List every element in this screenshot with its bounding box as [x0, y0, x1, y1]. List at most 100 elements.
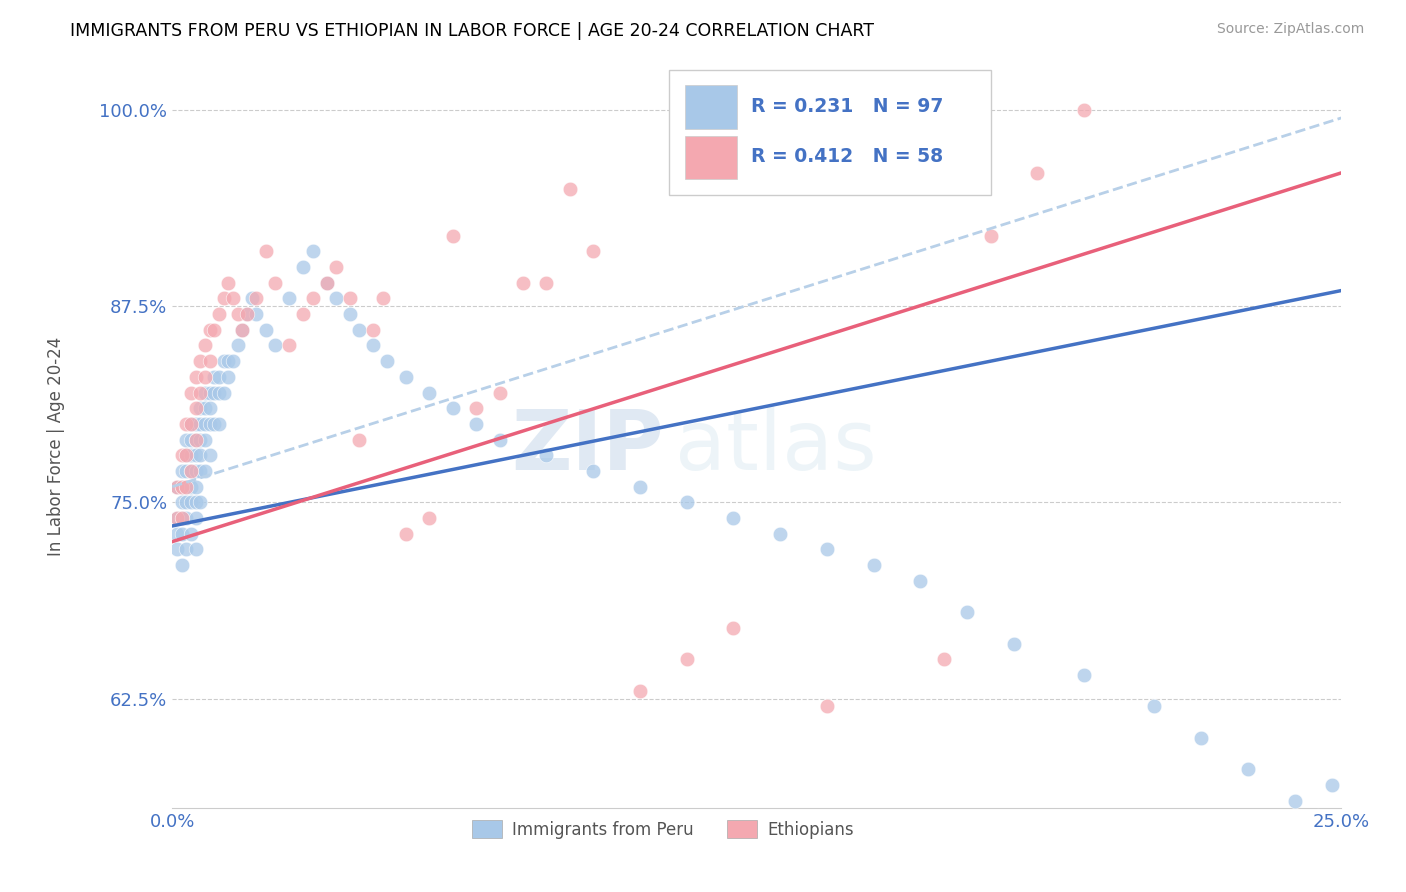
Point	[188, 401, 211, 416]
Point	[1143, 699, 1166, 714]
Point	[226, 338, 249, 352]
Point	[188, 464, 211, 478]
Point	[240, 292, 263, 306]
Text: Source: ZipAtlas.com: Source: ZipAtlas.com	[1216, 22, 1364, 37]
FancyBboxPatch shape	[686, 86, 737, 129]
Point	[194, 369, 217, 384]
Point	[418, 385, 440, 400]
Point	[488, 385, 510, 400]
Point	[723, 511, 745, 525]
Point	[349, 323, 371, 337]
Point	[166, 480, 188, 494]
Point	[170, 495, 193, 509]
Point	[180, 480, 202, 494]
Point	[488, 433, 510, 447]
Point	[231, 323, 253, 337]
Point	[194, 338, 217, 352]
Point	[512, 276, 534, 290]
Point	[236, 307, 259, 321]
Text: In Labor Force | Age 20-24: In Labor Force | Age 20-24	[48, 336, 65, 556]
Point	[174, 464, 197, 478]
Point	[188, 495, 211, 509]
FancyBboxPatch shape	[669, 70, 991, 194]
Point	[174, 448, 197, 462]
Point	[558, 181, 581, 195]
Point	[325, 260, 347, 274]
Point	[202, 417, 225, 431]
Point	[194, 464, 217, 478]
Point	[198, 401, 221, 416]
Point	[174, 480, 197, 494]
Text: ZIP: ZIP	[510, 407, 664, 487]
Point	[174, 511, 197, 525]
Point	[166, 511, 188, 525]
Point	[339, 307, 361, 321]
Point	[325, 292, 347, 306]
Point	[395, 526, 418, 541]
Point	[184, 433, 207, 447]
Point	[166, 542, 188, 557]
Point	[212, 292, 235, 306]
Point	[170, 511, 193, 525]
Point	[910, 574, 932, 588]
Point	[418, 511, 440, 525]
Point	[301, 244, 323, 259]
Point	[198, 354, 221, 368]
Point	[188, 385, 211, 400]
Point	[180, 526, 202, 541]
Point	[1306, 809, 1329, 823]
Point	[166, 511, 188, 525]
Point	[956, 605, 979, 619]
FancyBboxPatch shape	[686, 136, 737, 179]
Point	[184, 480, 207, 494]
Point	[180, 417, 202, 431]
Point	[170, 464, 193, 478]
Point	[226, 307, 249, 321]
Point	[254, 244, 277, 259]
Point	[170, 511, 193, 525]
Point	[208, 369, 231, 384]
Point	[166, 480, 188, 494]
Point	[301, 292, 323, 306]
Point	[349, 433, 371, 447]
Point	[1073, 103, 1095, 117]
Point	[170, 448, 193, 462]
Point	[184, 401, 207, 416]
Text: IMMIGRANTS FROM PERU VS ETHIOPIAN IN LABOR FORCE | AGE 20-24 CORRELATION CHART: IMMIGRANTS FROM PERU VS ETHIOPIAN IN LAB…	[70, 22, 875, 40]
Point	[184, 495, 207, 509]
Text: atlas: atlas	[675, 407, 877, 487]
Point	[217, 354, 239, 368]
Text: R = 0.231   N = 97: R = 0.231 N = 97	[751, 97, 943, 116]
Text: R = 0.412   N = 58: R = 0.412 N = 58	[751, 147, 943, 166]
Point	[180, 448, 202, 462]
Point	[194, 401, 217, 416]
Point	[723, 621, 745, 635]
Point	[174, 480, 197, 494]
Point	[208, 417, 231, 431]
Point	[315, 276, 337, 290]
Point	[184, 417, 207, 431]
Point	[184, 433, 207, 447]
Point	[208, 307, 231, 321]
Point	[174, 495, 197, 509]
Point	[363, 323, 385, 337]
Point	[184, 464, 207, 478]
Point	[180, 417, 202, 431]
Point	[184, 369, 207, 384]
Point	[174, 542, 197, 557]
Point	[582, 244, 605, 259]
Point	[375, 354, 398, 368]
Point	[339, 292, 361, 306]
Point	[236, 307, 259, 321]
Point	[208, 385, 231, 400]
Point	[465, 401, 488, 416]
Point	[675, 495, 697, 509]
Point	[222, 354, 245, 368]
Point	[174, 417, 197, 431]
Point	[212, 354, 235, 368]
Point	[194, 385, 217, 400]
Point	[184, 542, 207, 557]
Point	[886, 119, 908, 133]
Point	[198, 448, 221, 462]
Point	[1073, 668, 1095, 682]
